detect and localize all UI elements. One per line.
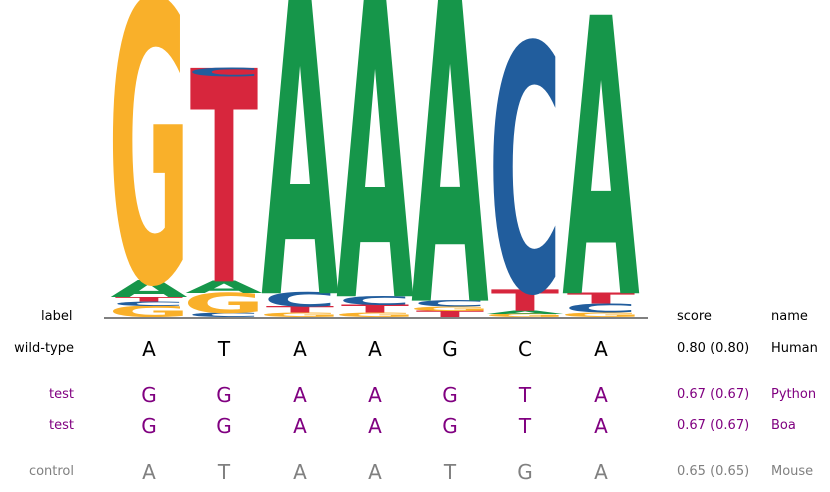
- score-header: score: [677, 309, 712, 324]
- logo-letter-a: A: [411, 0, 489, 401]
- logo-letter-t: T: [416, 309, 485, 319]
- sequence-base: A: [368, 383, 382, 407]
- sequence-base: G: [442, 414, 458, 438]
- sequence-base: T: [217, 337, 231, 361]
- logo-letter-t: T: [491, 284, 559, 318]
- sequence-base: A: [293, 414, 307, 438]
- sequence-base: T: [217, 460, 231, 484]
- row-score: 0.65 (0.65): [677, 464, 750, 479]
- logo-letter-c: C: [187, 65, 260, 80]
- row-label: test: [49, 387, 74, 402]
- sequence-base: A: [594, 337, 608, 361]
- logo-letter-g: G: [334, 311, 416, 318]
- logo-letter-a: A: [185, 277, 263, 297]
- sequence-base: G: [517, 460, 533, 484]
- logo-letter-t: T: [115, 295, 183, 302]
- sequence-base: A: [368, 414, 382, 438]
- logo-letter-a: A: [110, 276, 187, 303]
- sequence-base: G: [216, 414, 232, 438]
- sequence-base: A: [142, 460, 156, 484]
- logo-letter-g: G: [183, 287, 265, 319]
- row-score: 0.67 (0.67): [677, 418, 750, 433]
- row-score: 0.80 (0.80): [677, 341, 750, 356]
- label-header: label: [41, 309, 73, 324]
- sequence-base: A: [368, 337, 382, 361]
- logo-letter-g: G: [108, 0, 190, 372]
- logo-letter-g: G: [108, 302, 190, 320]
- logo-letter-t: T: [190, 10, 258, 351]
- logo-letter-g: G: [560, 311, 642, 318]
- sequence-base: T: [518, 383, 532, 407]
- row-label: wild-type: [14, 341, 74, 356]
- sequence-base: A: [594, 414, 608, 438]
- logo-letter-g: G: [484, 313, 566, 318]
- logo-letter-c: C: [187, 311, 260, 318]
- logo-letter-g: G: [409, 305, 491, 312]
- sequence-base: A: [142, 337, 156, 361]
- row-score: 0.67 (0.67): [677, 387, 750, 402]
- name-header: name: [771, 309, 808, 324]
- row-name: Boa: [771, 418, 796, 433]
- sequence-base: G: [442, 383, 458, 407]
- sequence-base: A: [594, 460, 608, 484]
- row-name: Human: [771, 341, 818, 356]
- sequence-base: T: [443, 460, 457, 484]
- row-name: Mouse: [771, 464, 814, 479]
- sequence-base: G: [141, 383, 157, 407]
- logo-letter-c: C: [338, 293, 411, 308]
- logo-letter-t: T: [266, 305, 335, 315]
- row-name: Python: [771, 387, 817, 402]
- sequence-base: T: [518, 414, 532, 438]
- logo-letter-c: C: [413, 299, 486, 309]
- row-label: test: [49, 418, 74, 433]
- sequence-base: A: [293, 460, 307, 484]
- row-label: control: [28, 464, 74, 479]
- sequence-base: C: [518, 337, 532, 361]
- logo-letter-a: A: [486, 310, 564, 315]
- logo-letter-a: A: [562, 0, 640, 384]
- sequence-base: G: [216, 383, 232, 407]
- logo-letter-c: C: [488, 0, 561, 372]
- logo-letter-a: A: [261, 0, 339, 389]
- sequence-base: A: [293, 337, 307, 361]
- sequence-base: A: [368, 460, 382, 484]
- logo-letter-c: C: [112, 300, 185, 307]
- logo-letter-t: T: [341, 303, 410, 315]
- logo-letter-c: C: [564, 301, 637, 316]
- logo-letter-t: T: [567, 290, 636, 307]
- logo-letter-c: C: [263, 289, 336, 311]
- logo-letter-a: A: [336, 0, 414, 392]
- sequence-base: G: [141, 414, 157, 438]
- sequence-base: A: [293, 383, 307, 407]
- sequence-base: G: [442, 337, 458, 361]
- sequence-base: A: [594, 383, 608, 407]
- logo-letter-g: G: [259, 311, 341, 318]
